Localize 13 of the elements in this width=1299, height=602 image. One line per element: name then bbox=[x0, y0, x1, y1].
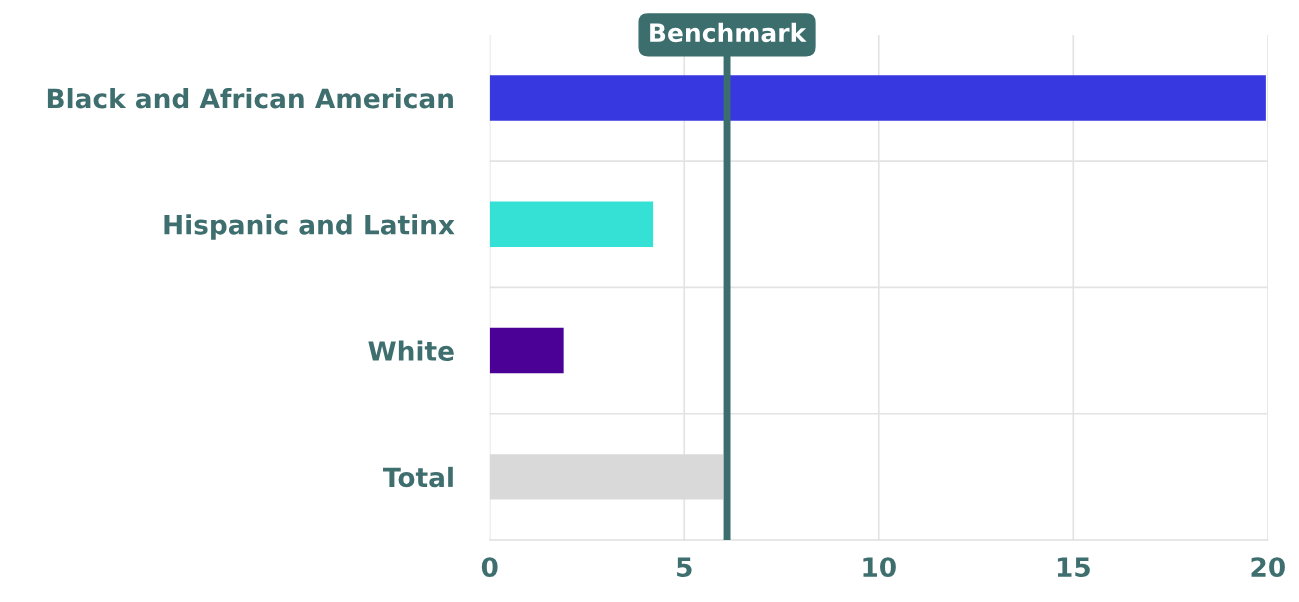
bar bbox=[489, 327, 564, 374]
bar bbox=[489, 201, 654, 248]
x-tick-label: 20 bbox=[1251, 557, 1285, 578]
y-tick-label: White bbox=[368, 340, 454, 361]
x-tick-label: 5 bbox=[677, 557, 692, 578]
y-tick-label: Black and African American bbox=[47, 88, 453, 109]
x-tick-label: 15 bbox=[1057, 557, 1090, 578]
y-tick-label: Hispanic and Latinx bbox=[164, 214, 455, 240]
bar bbox=[489, 75, 1266, 121]
y-tick-label: Total bbox=[383, 466, 453, 488]
x-tick-label: 10 bbox=[863, 557, 896, 578]
ref-line-label: Benchmark bbox=[650, 22, 807, 43]
x-tick-label: 0 bbox=[481, 557, 498, 578]
